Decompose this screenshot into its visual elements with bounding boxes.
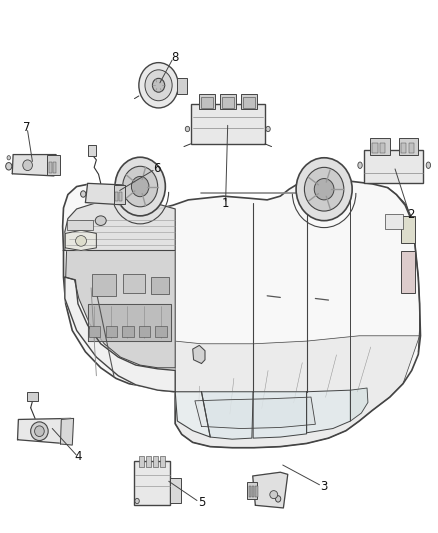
Text: 3: 3	[321, 480, 328, 492]
Bar	[252, 486, 254, 497]
Bar	[247, 482, 257, 499]
Bar	[89, 326, 100, 337]
Ellipse shape	[81, 191, 86, 197]
Ellipse shape	[152, 78, 165, 92]
Polygon shape	[307, 390, 350, 433]
Bar	[151, 277, 169, 294]
Polygon shape	[65, 197, 175, 251]
Ellipse shape	[276, 496, 281, 502]
Bar	[401, 143, 406, 153]
Bar	[385, 214, 403, 229]
Bar	[139, 326, 150, 337]
Bar	[241, 94, 257, 109]
Polygon shape	[201, 392, 253, 439]
Bar	[88, 145, 96, 156]
Text: 2: 2	[407, 208, 415, 221]
Bar	[409, 143, 414, 153]
Text: 6: 6	[153, 163, 161, 175]
Bar	[155, 326, 167, 337]
Ellipse shape	[7, 156, 11, 160]
Bar	[370, 138, 390, 155]
Bar	[53, 162, 56, 173]
Bar	[106, 326, 117, 337]
Polygon shape	[12, 155, 56, 176]
Bar	[249, 486, 251, 497]
Polygon shape	[175, 336, 420, 448]
Bar	[92, 274, 116, 296]
Bar	[115, 192, 118, 201]
Ellipse shape	[314, 179, 334, 200]
Bar	[243, 97, 255, 108]
Polygon shape	[253, 472, 288, 508]
Polygon shape	[175, 392, 210, 437]
Bar	[160, 456, 165, 467]
Ellipse shape	[115, 157, 166, 216]
Ellipse shape	[358, 162, 362, 168]
Bar	[401, 251, 415, 293]
Ellipse shape	[296, 158, 352, 221]
Ellipse shape	[135, 498, 139, 504]
Ellipse shape	[145, 70, 172, 101]
Ellipse shape	[304, 167, 344, 211]
Text: 7: 7	[23, 122, 31, 134]
Bar	[201, 97, 213, 108]
Text: 1: 1	[222, 197, 230, 210]
Ellipse shape	[185, 126, 190, 132]
Polygon shape	[195, 397, 315, 429]
Bar	[67, 220, 93, 230]
Polygon shape	[18, 418, 71, 444]
Ellipse shape	[131, 176, 149, 197]
Bar	[114, 185, 125, 204]
Text: 8: 8	[172, 51, 179, 63]
Ellipse shape	[31, 422, 48, 440]
Bar	[380, 143, 385, 153]
Polygon shape	[193, 345, 205, 364]
Text: 4: 4	[74, 450, 82, 463]
Ellipse shape	[270, 490, 278, 499]
Bar	[220, 94, 236, 109]
Bar	[27, 392, 38, 401]
Text: 5: 5	[198, 496, 205, 508]
Ellipse shape	[426, 162, 431, 168]
Polygon shape	[253, 392, 307, 438]
Bar	[119, 192, 122, 201]
Ellipse shape	[266, 126, 270, 132]
Bar	[222, 97, 234, 108]
Polygon shape	[65, 277, 175, 392]
Ellipse shape	[6, 163, 12, 170]
Polygon shape	[66, 251, 175, 368]
Bar	[122, 326, 134, 337]
Polygon shape	[88, 304, 171, 341]
Ellipse shape	[23, 160, 32, 171]
Bar	[255, 486, 258, 497]
Ellipse shape	[35, 426, 44, 437]
Bar	[139, 456, 144, 467]
Polygon shape	[350, 388, 368, 421]
Ellipse shape	[123, 166, 158, 207]
Bar	[49, 162, 52, 173]
Bar	[146, 456, 151, 467]
Bar	[191, 104, 265, 144]
Bar	[47, 155, 60, 175]
Polygon shape	[85, 183, 124, 205]
Polygon shape	[60, 418, 74, 445]
Bar	[372, 143, 378, 153]
Bar	[364, 150, 423, 183]
Bar	[134, 461, 170, 505]
Bar	[123, 274, 145, 293]
Ellipse shape	[139, 63, 178, 108]
Ellipse shape	[76, 236, 86, 246]
Bar	[199, 94, 215, 109]
Bar	[399, 138, 418, 155]
Ellipse shape	[95, 216, 106, 225]
Bar	[153, 456, 158, 467]
Polygon shape	[63, 181, 420, 448]
Bar	[170, 478, 181, 503]
Bar	[177, 78, 187, 94]
Polygon shape	[65, 230, 96, 251]
Bar	[401, 216, 415, 243]
